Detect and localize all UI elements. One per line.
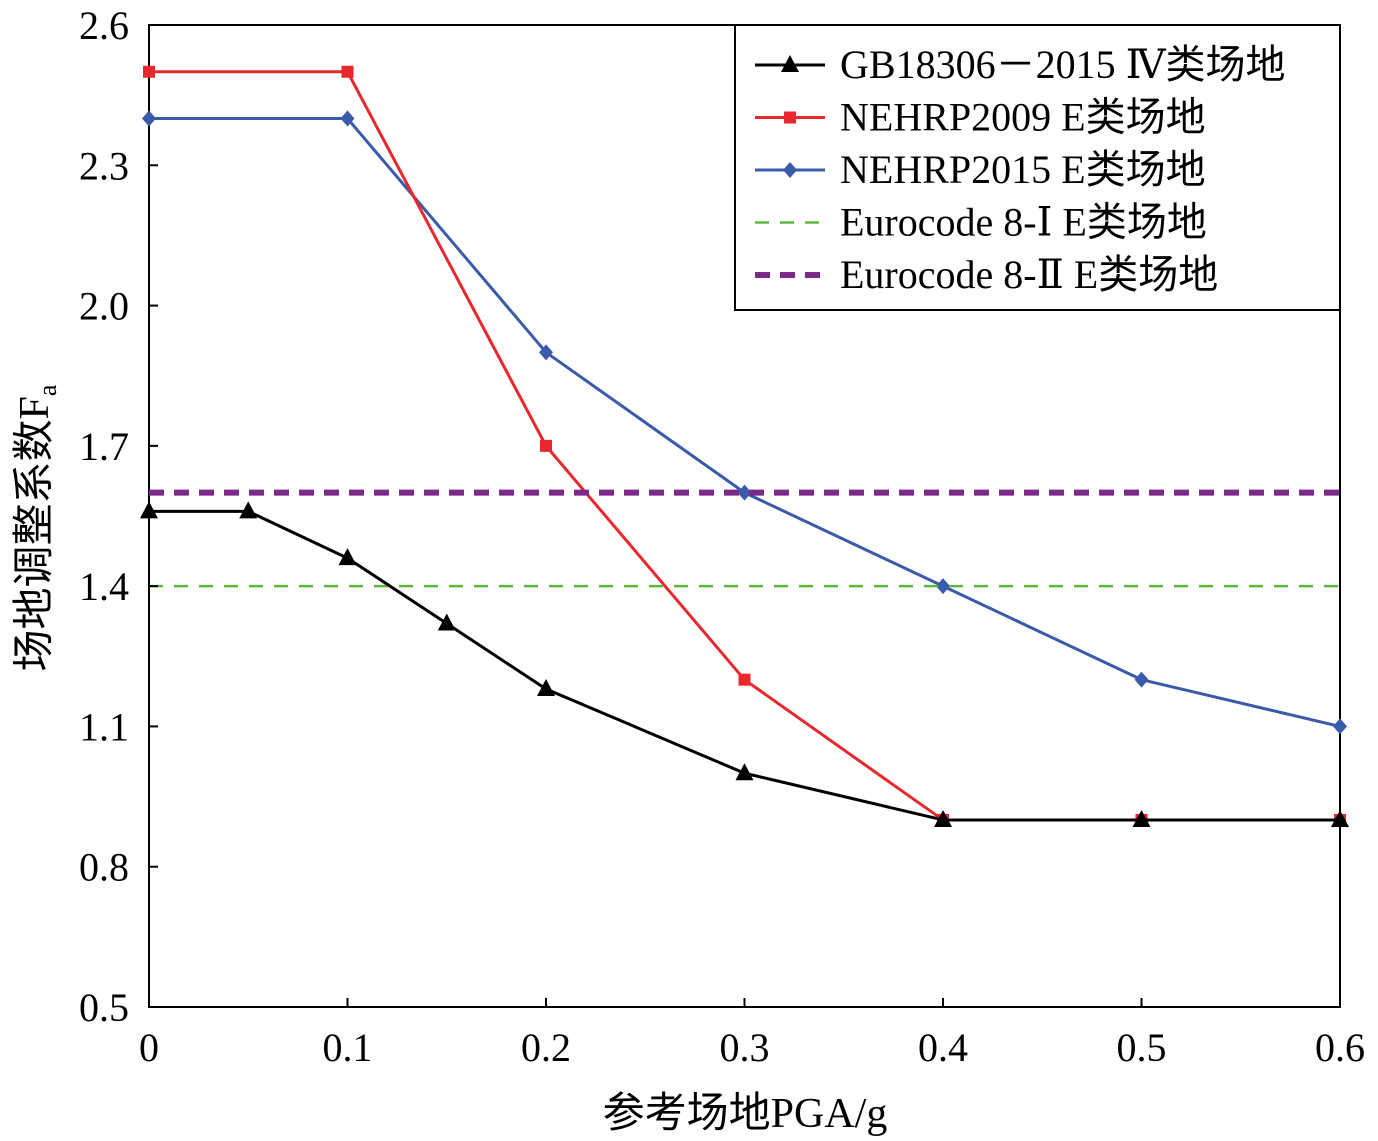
- series-2-point: [341, 65, 354, 78]
- legend-swatch-marker: [783, 162, 797, 178]
- legend: GB18306－2015 Ⅳ类场地 NEHRP2009 E类场地 NEHRP2015…: [734, 24, 1341, 311]
- y-tick-label: 2.6: [79, 3, 129, 48]
- series-1-point: [338, 548, 357, 566]
- y-axis-label-subscript: a: [33, 384, 62, 396]
- y-tick-label: 1.7: [79, 424, 129, 469]
- series-1-point: [1331, 809, 1349, 827]
- y-tick-label: 0.8: [79, 845, 129, 890]
- legend-item: NEHRP2009 E类场地: [755, 95, 1206, 140]
- series-3: [142, 110, 1347, 735]
- legend-label: NEHRP2009 E类场地: [840, 95, 1206, 140]
- series-3-point: [539, 344, 553, 361]
- legend-item: GB18306－2015 Ⅳ类场地: [755, 42, 1286, 87]
- series-3-point: [1333, 718, 1347, 735]
- x-tick-label: 0.4: [918, 1025, 968, 1070]
- series-1-point: [437, 613, 456, 631]
- series-2-point: [143, 65, 155, 78]
- x-tick-label: 0.3: [720, 1025, 770, 1070]
- y-tick-label: 1.1: [79, 704, 129, 749]
- y-axis-label: 场地调整系数Fa: [12, 384, 62, 671]
- legend-swatch-marker: [784, 111, 796, 124]
- legend-item: NEHRP2015 E类场地: [755, 147, 1206, 192]
- y-tick-label: 2.3: [79, 143, 129, 188]
- series-3-point: [340, 110, 355, 127]
- series-1-point: [735, 763, 754, 781]
- series-1-point: [537, 679, 555, 697]
- y-tick-label: 2.0: [79, 284, 129, 329]
- series-3-point: [1134, 671, 1149, 688]
- legend-label: Eurocode 8-Ⅱ E类场地: [840, 252, 1218, 297]
- series-1-point: [239, 501, 258, 519]
- x-tick-label: 0: [139, 1025, 159, 1070]
- axes-layer: 0 0.1 0.2 0.3 0.4 0.5 0.6 0.5 0.8 1.1 1.4 1.7 2.0 2.3…: [79, 3, 1365, 1070]
- legend-label: GB18306－2015 Ⅳ类场地: [840, 42, 1286, 87]
- x-tick-label: 0.1: [323, 1025, 373, 1070]
- legend-label: Eurocode 8-Ⅰ E类场地: [840, 200, 1207, 245]
- series-1-point: [140, 501, 158, 519]
- legend-swatch-marker: [781, 55, 799, 72]
- series-3-point: [936, 578, 950, 595]
- x-axis-label: 参考场地PGA/g: [603, 1090, 888, 1137]
- series-1-point: [1132, 809, 1151, 827]
- y-tick-label: 0.5: [79, 985, 129, 1030]
- x-tick-label: 0.5: [1117, 1025, 1167, 1070]
- series-2-point: [738, 673, 751, 686]
- x-tick-label: 0.2: [521, 1025, 571, 1070]
- y-tick-label: 1.4: [79, 564, 129, 609]
- series-layer: [140, 65, 1349, 827]
- legend-box: [734, 24, 1341, 311]
- series-1: [140, 501, 1349, 827]
- series-3-point: [142, 110, 156, 127]
- series-3-point: [737, 484, 752, 501]
- y-axis-label-main: 场地调整系数F: [12, 396, 58, 671]
- x-tick-label: 0.6: [1315, 1025, 1365, 1070]
- legend-item: Eurocode 8-Ⅱ E类场地: [755, 252, 1218, 297]
- series-2-point: [540, 439, 552, 452]
- legend-item: Eurocode 8-Ⅰ E类场地: [755, 200, 1207, 245]
- series-1-point: [934, 809, 952, 827]
- legend-label: NEHRP2015 E类场地: [840, 147, 1206, 192]
